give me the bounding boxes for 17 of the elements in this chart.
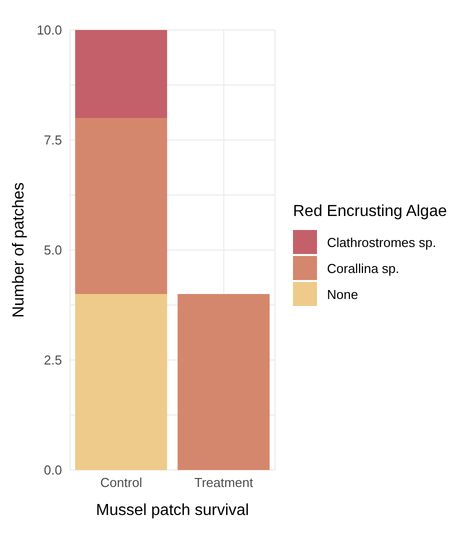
- bar: [75, 30, 168, 118]
- y-tick-label: 7.5: [44, 132, 62, 148]
- legend-label: Clathrostromes sp.: [327, 234, 436, 250]
- bar: [75, 294, 168, 470]
- legend-title: Red Encrusting Algae: [293, 203, 447, 221]
- y-tick-label: 0.0: [44, 462, 62, 478]
- x-tick-label: Control: [100, 475, 142, 490]
- y-tick-label: 10.0: [36, 22, 62, 38]
- bar: [178, 294, 270, 470]
- x-tick-label: Treatment: [194, 475, 254, 490]
- y-tick-label: 5.0: [44, 242, 62, 258]
- y-axis-title: Number of patches: [10, 182, 28, 318]
- x-axis-title: Mussel patch survival: [96, 502, 249, 519]
- bar: [75, 118, 168, 294]
- legend-label: None: [327, 286, 358, 302]
- legend-label: Corallina sp.: [327, 260, 400, 276]
- y-tick-label: 2.5: [44, 352, 62, 368]
